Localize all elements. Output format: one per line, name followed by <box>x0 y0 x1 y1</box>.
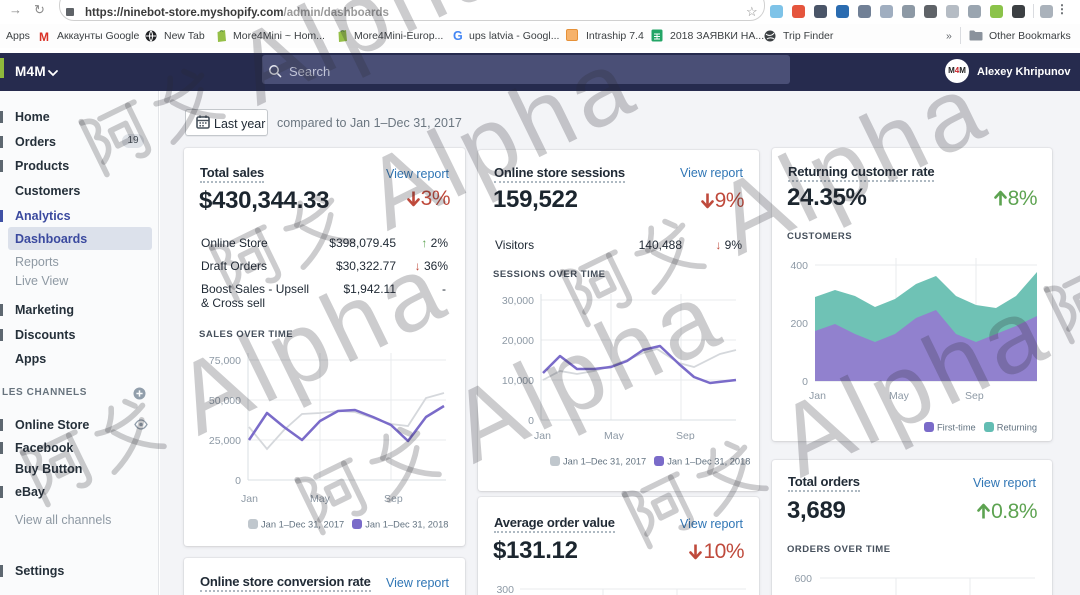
svg-text:50,000: 50,000 <box>209 395 241 407</box>
svg-text:10,000: 10,000 <box>502 375 534 387</box>
svg-text:Jan: Jan <box>534 430 551 440</box>
svg-text:Sep: Sep <box>676 430 695 440</box>
svg-text:Jan: Jan <box>809 390 826 402</box>
svg-text:300: 300 <box>496 584 514 595</box>
svg-text:75,000: 75,000 <box>209 355 241 367</box>
svg-text:25,000: 25,000 <box>209 435 241 447</box>
svg-text:400: 400 <box>790 260 808 272</box>
svg-text:0: 0 <box>235 475 241 487</box>
svg-text:0: 0 <box>802 376 808 388</box>
svg-text:Sep: Sep <box>384 493 403 505</box>
svg-text:May: May <box>889 390 910 402</box>
svg-text:0: 0 <box>528 415 534 427</box>
svg-text:May: May <box>310 493 331 505</box>
svg-text:Jan: Jan <box>241 493 258 505</box>
svg-text:30,000: 30,000 <box>502 295 534 307</box>
svg-text:200: 200 <box>790 318 808 330</box>
svg-text:20,000: 20,000 <box>502 335 534 347</box>
svg-text:Sep: Sep <box>965 390 984 402</box>
svg-text:600: 600 <box>794 573 812 585</box>
svg-text:May: May <box>604 430 625 440</box>
